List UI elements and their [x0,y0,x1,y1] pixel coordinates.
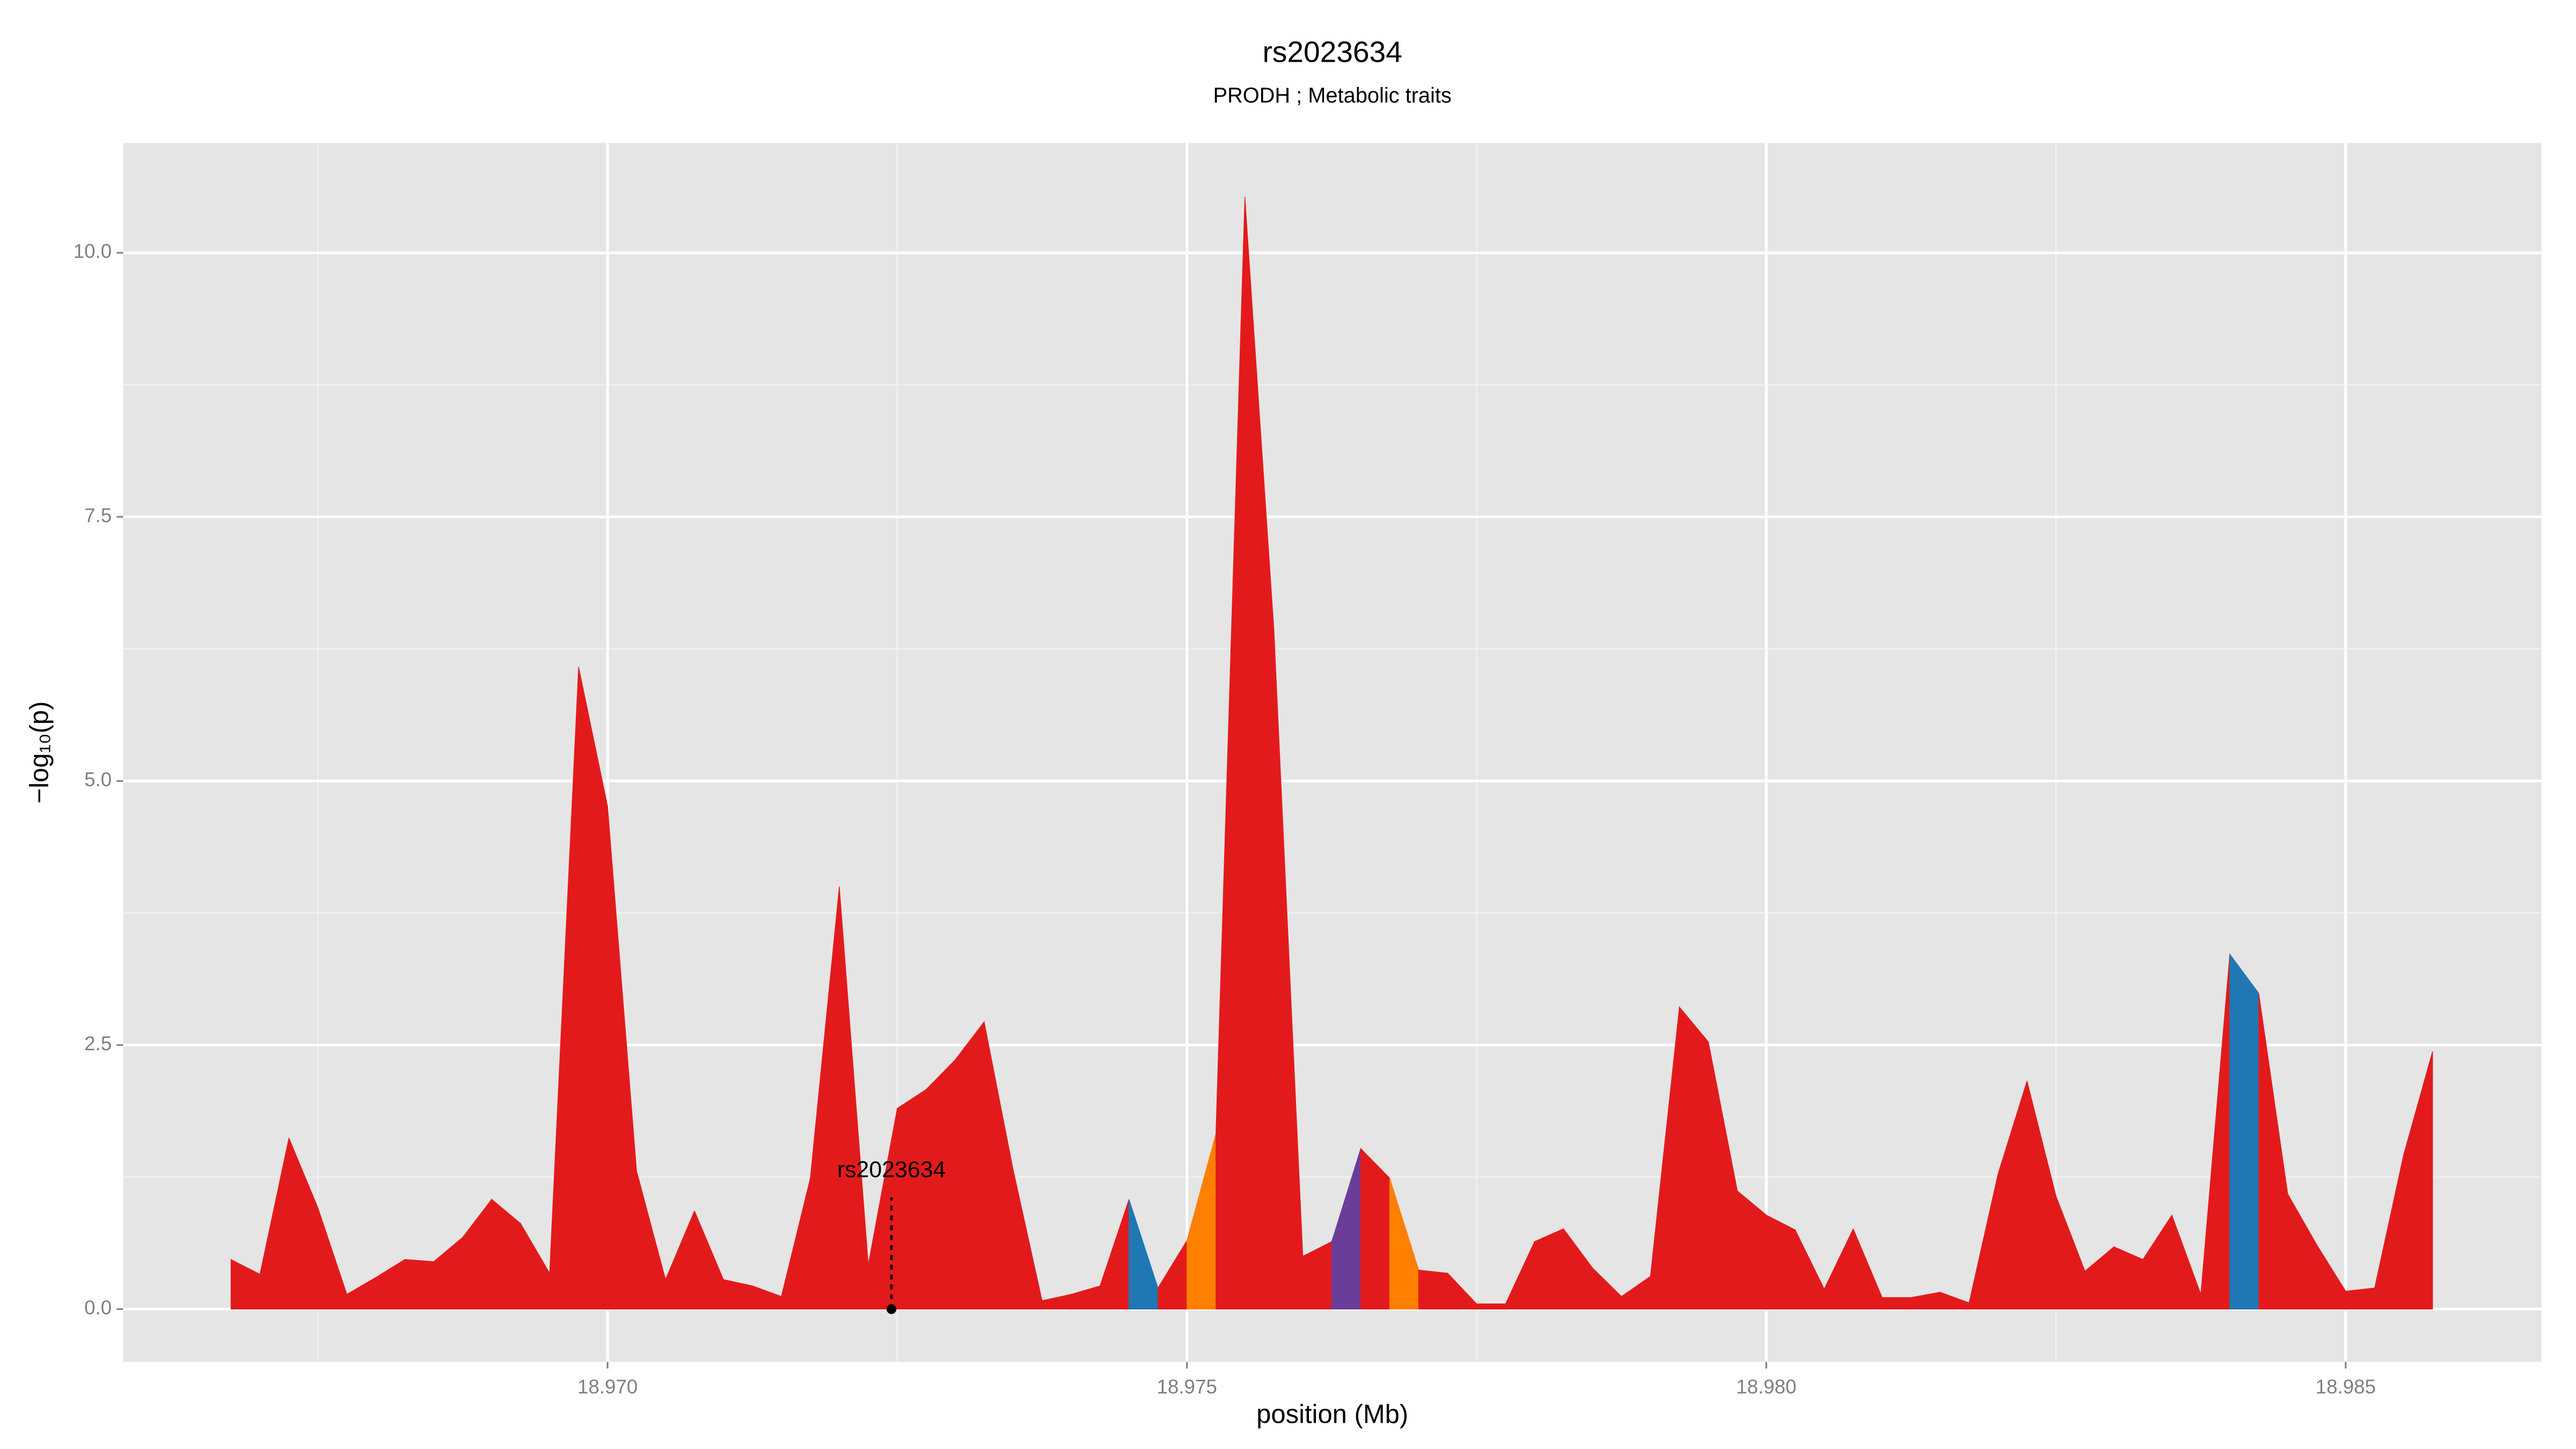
x-tick-label: 18.975 [1157,1375,1217,1397]
area-segment [955,1021,985,1309]
area-segment [1534,1228,1564,1309]
area-segment [1418,1269,1448,1309]
y-tick-label: 0.0 [84,1297,112,1319]
plot-panel [123,143,2542,1362]
x-tick-label: 18.970 [577,1375,638,1397]
area-segment [897,1088,927,1309]
y-axis-title: −log₁₀(p) [25,701,54,804]
x-tick-label: 18.985 [2316,1375,2376,1397]
y-tick-label: 7.5 [84,504,112,526]
area-segment [1766,1214,1796,1309]
y-tick-label: 10.0 [74,240,112,262]
area-segment [1882,1297,1912,1309]
area-segment [1679,1006,1709,1309]
y-tick-label: 2.5 [84,1033,112,1055]
area-segment [926,1059,956,1309]
area-segment [404,1259,434,1309]
chart-title: rs2023634 [1262,35,1402,69]
x-tick-label: 18.980 [1736,1375,1796,1397]
y-tick-label: 5.0 [84,769,112,791]
chart-subtitle: PRODH ; Metabolic traits [1213,84,1451,107]
annotation-label: rs2023634 [837,1157,946,1183]
area-segment [2345,1287,2375,1309]
area-segment [2403,1051,2433,1309]
x-axis-title: position (Mb) [1256,1400,1408,1429]
area-segment [1476,1303,1506,1309]
annotation-point [886,1304,897,1314]
area-segment [2229,953,2259,1309]
